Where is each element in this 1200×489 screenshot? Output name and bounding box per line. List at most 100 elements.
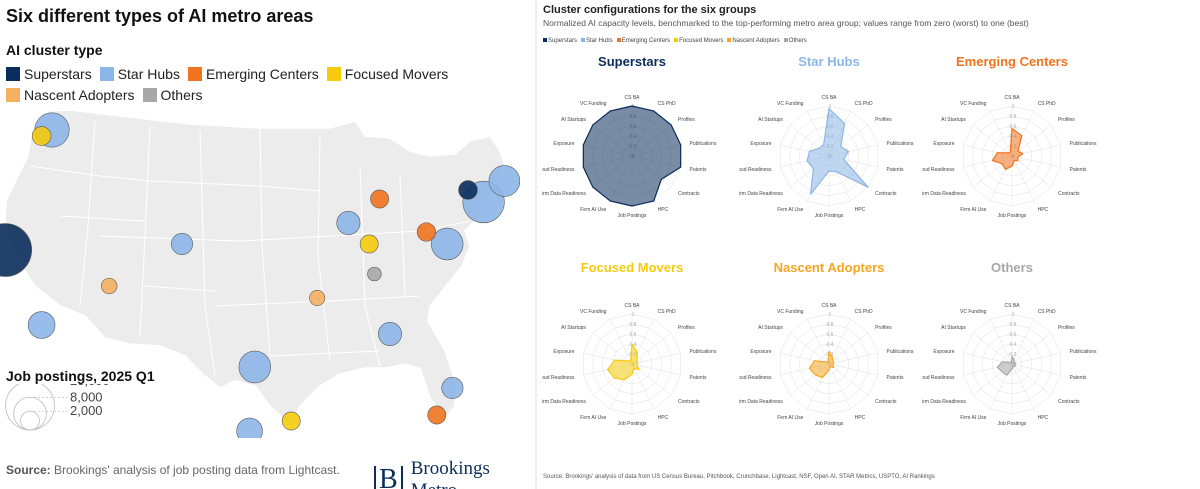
legend-label: Superstars [24, 66, 92, 82]
radar-axis-label: CS BA [821, 95, 837, 101]
radar-legend-label: Emerging Centers [621, 38, 671, 44]
legend-label: Star Hubs [117, 66, 180, 82]
radar-tick-label: 0.6 [1010, 332, 1017, 338]
legend-label: Focused Movers [344, 66, 449, 82]
radar-axis-label: Profiles [1058, 325, 1075, 331]
radar-axis-label: Publications [690, 141, 717, 147]
radar-axis-label: VC Funding [960, 309, 987, 315]
legend-swatch [99, 67, 114, 81]
radar-axis-label: Contracts [1058, 191, 1080, 197]
metro-bubble-emerging-centers [416, 222, 436, 242]
radar-legend-swatch [674, 38, 679, 42]
radar-axis-label: CS BA [1004, 95, 1020, 101]
radar-axis-label: Firm AI Use [960, 207, 986, 213]
legend-item-nascent-adopters: Nascent Adopters [6, 85, 135, 106]
metro-bubble-star-hubs [378, 322, 402, 346]
radar-spoke [972, 332, 1013, 365]
legend-swatch [142, 88, 157, 102]
radar-tick-label: 0.6 [827, 332, 834, 338]
radar-spoke [828, 332, 869, 365]
source-label: Source: [6, 463, 51, 477]
radar-axis-label: HPC [1038, 415, 1049, 421]
radar-axis-label: Exposure [553, 141, 574, 147]
radar-tick-label: 1 [829, 312, 832, 318]
radar-title-nascent-adopters: Nascent Adopters [773, 260, 885, 275]
radar-axis-label: Patents [887, 375, 904, 381]
size-legend-label: 20,000 [70, 384, 110, 388]
radar-tick-label: 1 [632, 312, 635, 318]
radar-axis-label: CS BA [821, 303, 837, 309]
panel-divider [535, 0, 537, 489]
radar-axis-label: Publications [887, 141, 914, 147]
radar-legend-label: Others [788, 38, 807, 44]
radar-title-star-hubs: Star Hubs [798, 54, 860, 69]
size-legend-label: 8,000 [70, 389, 103, 404]
radar-axis-label: Firm AI Use [777, 415, 803, 421]
radar-title-others: Others [991, 260, 1033, 275]
radar-axis-label: Contracts [678, 191, 700, 197]
cluster-legend: Superstars Star Hubs Emerging Centers Focus… [6, 64, 526, 106]
radar-spoke [631, 363, 681, 376]
radar-axis-label: Contracts [875, 191, 897, 197]
radar-title-superstars: Superstars [598, 54, 666, 69]
radar-legend: Superstars Star Hubs Emerging Centers Focus… [543, 38, 811, 44]
metro-bubble-nascent-adopters [101, 277, 118, 295]
radar-spoke [972, 124, 1013, 157]
radar-axis-label: Profiles [678, 325, 695, 331]
radar-axis-label: HPC [658, 415, 669, 421]
radar-spoke [1011, 155, 1052, 188]
radar-axis-label: Firm Cloud Readiness [542, 167, 575, 173]
radar-legend-item: Others [783, 38, 807, 44]
radar-legend-label: Superstars [548, 38, 578, 44]
radar-axis-label: VC Funding [580, 309, 607, 315]
radar-tick-label: 0.8 [630, 322, 637, 328]
radar-axis-label: CS PhD [658, 101, 676, 107]
radar-legend-label: Star Hubs [586, 38, 613, 44]
radar-axis-label: Firm Cloud Readiness [922, 167, 955, 173]
radar-spoke [990, 110, 1013, 157]
state-boundary [199, 130, 216, 377]
radar-axis-label: Exposure [750, 349, 771, 355]
legend-swatch [6, 88, 20, 102]
radar-axis-label: Exposure [933, 141, 954, 147]
radar-axis-label: VC Funding [580, 101, 607, 107]
radar-spoke [592, 332, 633, 365]
radar-axis-label: Firm AI Use [960, 415, 986, 421]
metro-bubble-emerging-centers [370, 189, 389, 209]
radar-axis-label: AI Startups [941, 117, 966, 123]
radar-title-emerging-centers: Emerging Centers [956, 54, 1068, 69]
radar-axis-label: Firm Data Readiness [922, 191, 966, 197]
radar-legend-item: Superstars [543, 38, 577, 44]
radar-axis-label: CS PhD [855, 309, 873, 315]
metro-bubble-others [367, 266, 382, 282]
radar-axis-label: CS BA [624, 303, 640, 309]
radar-spoke [631, 363, 654, 410]
legend-item-star-hubs: Star Hubs [99, 64, 180, 85]
radar-axis-label: AI Startups [758, 117, 783, 123]
radar-axis-label: Profiles [678, 117, 695, 123]
radar-axis-label: Firm AI Use [777, 207, 803, 213]
metro-bubble-star-hubs [27, 311, 56, 339]
radar-axis-label: Firm Data Readiness [542, 191, 586, 197]
radar-axis-label: Firm Data Readiness [739, 399, 783, 405]
legend-swatch [326, 67, 341, 81]
radar-legend-item: Star Hubs [581, 38, 613, 44]
radar-spoke [828, 363, 851, 410]
radar-section-title: Cluster configurations for the six group… [543, 4, 757, 16]
radar-axis-label: Firm Cloud Readiness [739, 167, 772, 173]
radar-axis-label: Contracts [678, 399, 700, 405]
legend-swatch [6, 67, 20, 81]
radar-spoke [1011, 155, 1061, 168]
radar-spoke [828, 352, 878, 365]
size-legend-title: Job postings, 2025 Q1 [6, 368, 155, 384]
radar-spoke [828, 318, 851, 365]
radar-axis-label: Profiles [875, 117, 892, 123]
size-legend-label: 2,000 [70, 403, 103, 418]
radar-axis-label: Job Postings [618, 213, 647, 219]
radar-axis-label: Patents [690, 167, 707, 173]
state-boundary [259, 127, 271, 357]
state-boundary [79, 120, 96, 307]
metro-bubble-star-hubs [171, 233, 193, 255]
